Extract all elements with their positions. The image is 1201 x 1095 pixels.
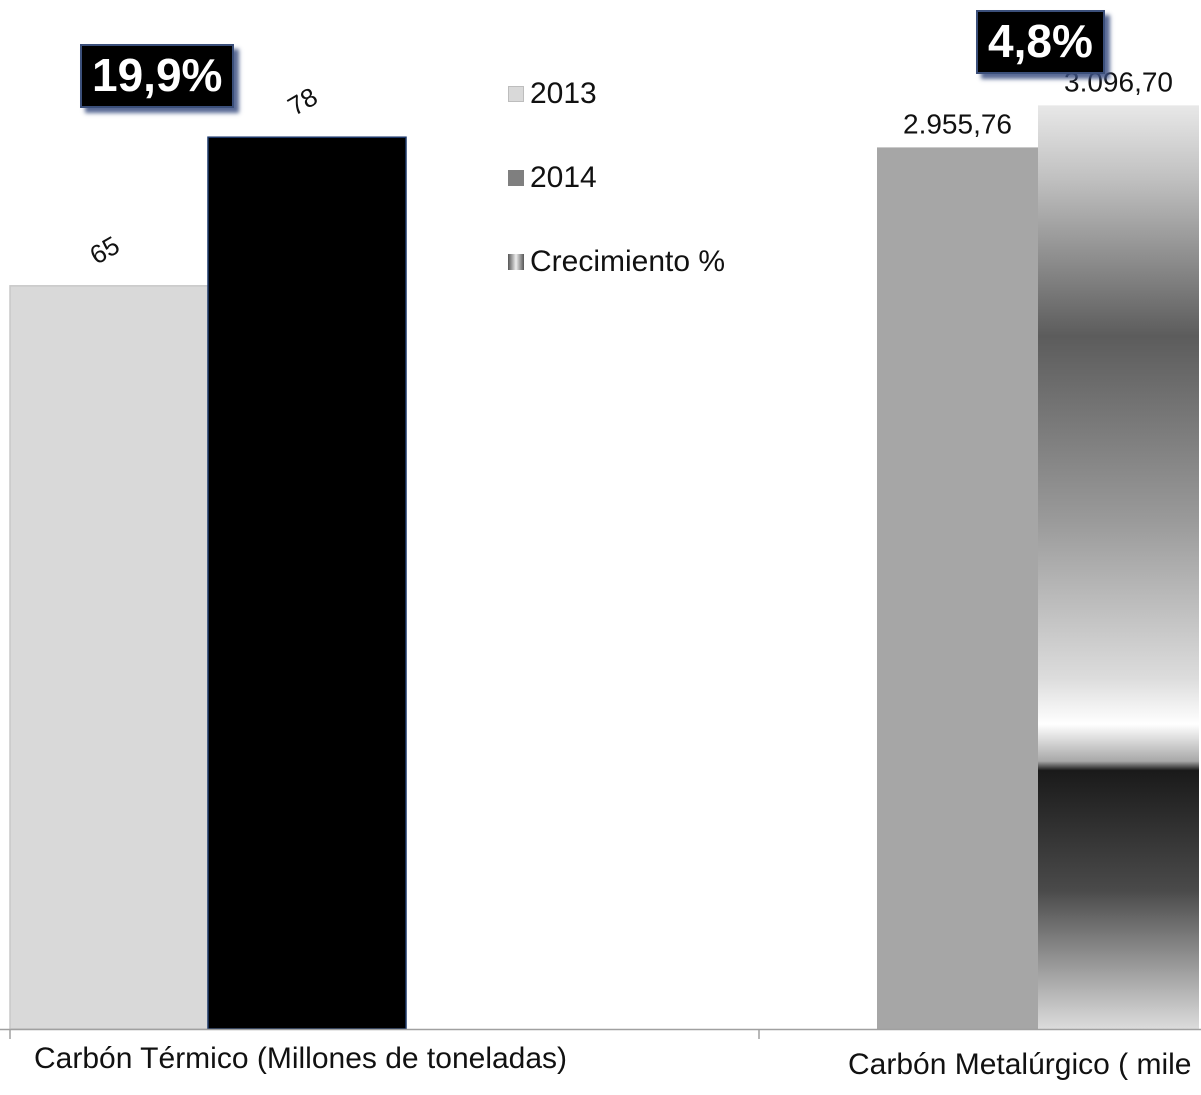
bar-metallurgical-2013[interactable]: [877, 147, 1038, 1029]
bars-layer: [9, 105, 1199, 1030]
legend-item-2013[interactable]: 2013: [508, 52, 725, 136]
bar-thermal-2014[interactable]: [207, 136, 407, 1030]
x-axis: [0, 1028, 1201, 1039]
legend-item-growth[interactable]: Crecimiento %: [508, 220, 725, 304]
legend-label-growth: Crecimiento %: [530, 245, 726, 278]
data-label-thermal-2013: 65: [84, 230, 124, 270]
legend-item-2014[interactable]: 2014: [508, 136, 725, 220]
growth-badge-metallurgical: 4,8%: [976, 10, 1105, 74]
bowtie-square-icon: [508, 254, 524, 270]
category-label-metallurgical: Carbón Metalúrgico ( mile: [848, 1048, 1192, 1081]
legend: 2013 2014 Crecimiento %: [508, 52, 725, 304]
legend-label-2013: 2013: [530, 77, 597, 110]
growth-badge-thermal: 19,9%: [80, 44, 235, 108]
legend-label-2014: 2014: [530, 161, 597, 194]
data-label-thermal-2014: 78: [282, 81, 322, 121]
dark-gray-square-icon: [508, 170, 524, 186]
category-label-thermal: Carbón Térmico (Millones de toneladas): [34, 1042, 568, 1075]
data-label-metallurgical-2013: 2.955,76: [903, 108, 1012, 139]
light-gray-square-icon: [508, 86, 524, 102]
bar-thermal-2013[interactable]: [9, 285, 209, 1030]
bar-metallurgical-2014[interactable]: [1038, 105, 1199, 1030]
